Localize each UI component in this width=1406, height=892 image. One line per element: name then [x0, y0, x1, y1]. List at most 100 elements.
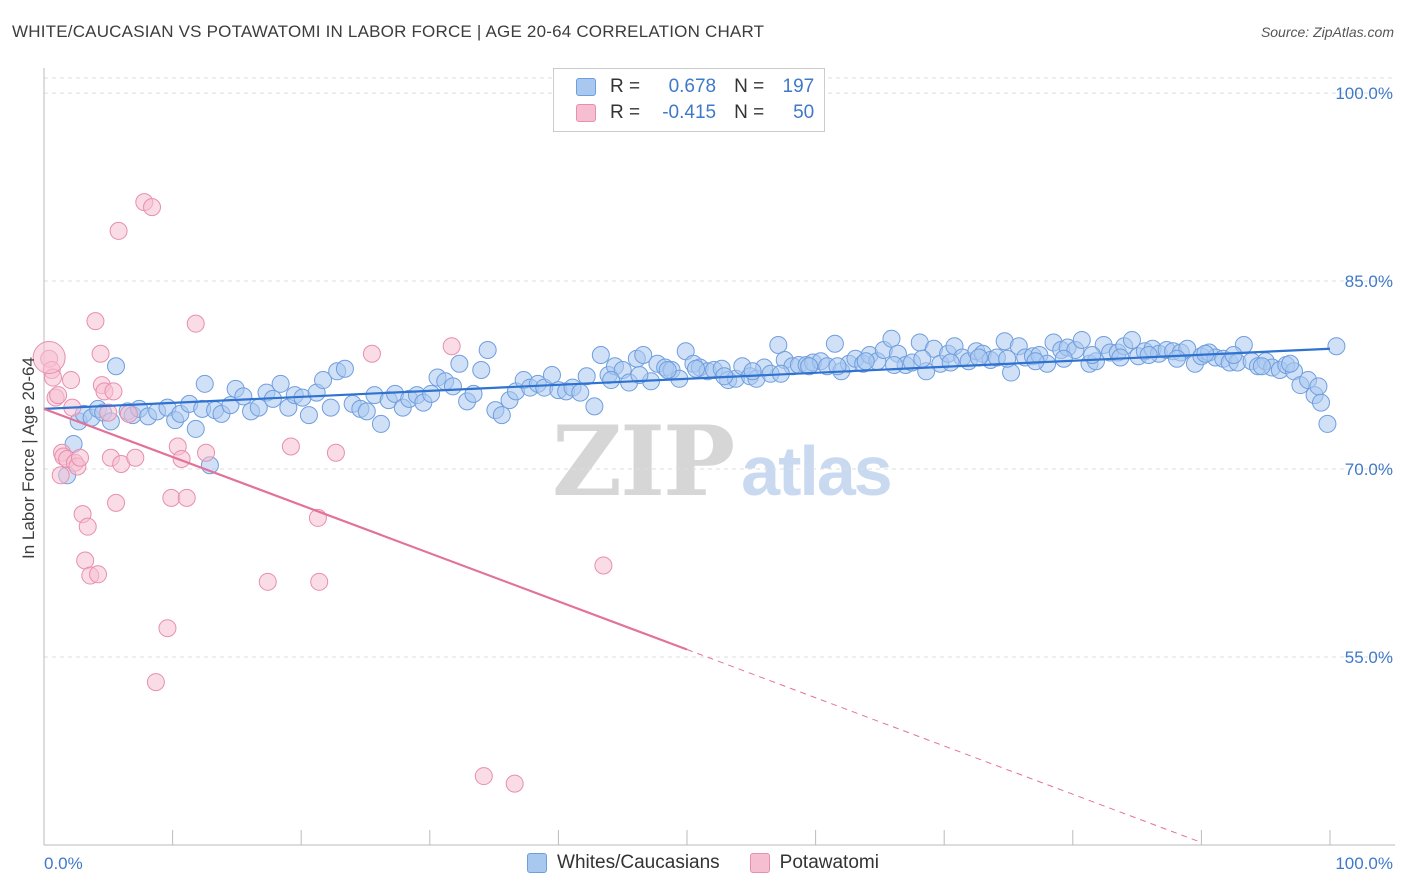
series-legend: Whites/Caucasians Potawatomi — [0, 852, 1406, 874]
potawatomi-point — [86, 312, 105, 331]
whites-point — [357, 402, 376, 421]
whites-point — [422, 384, 441, 403]
whites-point — [571, 383, 590, 402]
whites-point — [585, 397, 604, 416]
potawatomi-point — [158, 619, 177, 638]
chart-source: Source: ZipAtlas.com — [1260, 24, 1394, 40]
whites-point — [1327, 337, 1346, 356]
whites-point — [1054, 349, 1073, 368]
potawatomi-point — [362, 344, 381, 363]
whites-point — [1224, 345, 1243, 364]
potawatomi-point — [62, 371, 81, 390]
x-tick-label-min: 0.0% — [44, 854, 83, 873]
potawatomi-point — [78, 517, 97, 536]
potawatomi-point — [89, 565, 108, 584]
potawatomi-point — [49, 386, 68, 405]
y-tick-labels: 100.0% 85.0% 70.0% 55.0% — [1335, 84, 1393, 667]
potawatomi-point — [51, 466, 70, 485]
whites-point — [1309, 377, 1328, 396]
potawatomi-point — [162, 488, 181, 507]
axes — [43, 68, 1395, 846]
zipatlas-watermark: ZIP atlas — [552, 405, 893, 518]
x-tick-label-max: 100.0% — [1335, 854, 1393, 873]
potawatomi-trend-extension — [686, 649, 1202, 843]
whites-point — [687, 359, 706, 378]
legend-swatch-potawatomi — [749, 853, 770, 873]
whites-point — [335, 359, 354, 378]
whites-point — [1072, 330, 1091, 349]
chart-title: WHITE/CAUCASIAN VS POTAWATOMI IN LABOR F… — [12, 22, 765, 41]
whites-point — [234, 387, 253, 406]
whites-point — [299, 406, 318, 425]
potawatomi-point — [505, 774, 524, 793]
potawatomi-trend-line — [43, 407, 688, 651]
whites-point — [314, 371, 333, 390]
whites-point — [825, 334, 844, 353]
potawatomi-point — [107, 493, 126, 512]
whites-point — [885, 356, 904, 375]
whites-point — [634, 345, 653, 364]
y-tick-label: 100.0% — [1335, 84, 1393, 103]
watermark-zip: ZIP — [552, 405, 735, 518]
whites-point — [658, 361, 677, 380]
potawatomi-point — [76, 551, 95, 570]
whites-point — [450, 354, 469, 373]
whites-point — [743, 362, 762, 381]
whites-point — [271, 374, 290, 393]
whites-point — [492, 406, 511, 425]
whites-point — [443, 377, 462, 396]
potawatomi-point — [99, 403, 118, 422]
whites-point — [1122, 330, 1141, 349]
potawatomi-point — [281, 437, 300, 456]
potawatomi-point — [310, 572, 329, 591]
whites-point — [371, 414, 390, 433]
legend-r-label: R = — [610, 102, 641, 123]
x-ticks — [43, 830, 1331, 845]
whites-point — [800, 357, 819, 376]
potawatomi-point — [177, 488, 196, 507]
legend-swatch-whites — [527, 853, 548, 873]
whites-point — [478, 340, 497, 359]
y-tick-label: 85.0% — [1345, 272, 1393, 291]
potawatomi-point — [119, 404, 138, 423]
potawatomi-point-cluster — [32, 340, 66, 374]
legend-item-potawatomi[interactable]: Potawatomi — [749, 852, 879, 874]
legend-n-label: N = — [734, 76, 765, 97]
legend-row-whites: R = 0.678 N = 197 — [576, 75, 814, 99]
potawatomi-point — [474, 767, 493, 786]
whites-point — [591, 345, 610, 364]
potawatomi-point — [186, 314, 205, 333]
potawatomi-point — [146, 673, 165, 692]
legend-row-potawatomi: R = -0.415 N = 50 — [576, 101, 814, 125]
whites-point — [630, 366, 649, 385]
whites-point — [1318, 414, 1337, 433]
potawatomi-point — [126, 448, 145, 467]
potawatomi-point — [326, 443, 345, 462]
whites-point — [472, 361, 491, 380]
correlation-legend: R = 0.678 N = 197 R = -0.415 N = 50 — [553, 68, 825, 132]
y-axis-label: In Labor Force | Age 20-64 — [19, 357, 38, 559]
potawatomi-point — [594, 556, 613, 575]
y-tick-label: 70.0% — [1345, 460, 1393, 479]
whites-point — [1139, 345, 1158, 364]
legend-swatch-blue — [576, 78, 596, 96]
whites-trend-line — [43, 347, 1331, 410]
whites-point — [321, 398, 340, 417]
potawatomi-point — [143, 198, 162, 217]
legend-label-whites: Whites/Caucasians — [557, 852, 720, 873]
legend-swatch-pink — [576, 104, 596, 122]
legend-item-whites[interactable]: Whites/Caucasians — [527, 852, 720, 874]
legend-r-value: -0.415 — [662, 102, 717, 123]
whites-points — [58, 329, 1346, 485]
whites-point — [602, 371, 621, 390]
whites-point — [577, 367, 596, 386]
potawatomi-point — [71, 448, 90, 467]
potawatomi-point — [91, 344, 110, 363]
whites-point — [1281, 354, 1300, 373]
legend-r-label: R = — [610, 76, 641, 97]
potawatomi-point — [197, 443, 216, 462]
whites-point — [542, 366, 561, 385]
whites-point — [1252, 357, 1271, 376]
potawatomi-point — [442, 337, 461, 356]
